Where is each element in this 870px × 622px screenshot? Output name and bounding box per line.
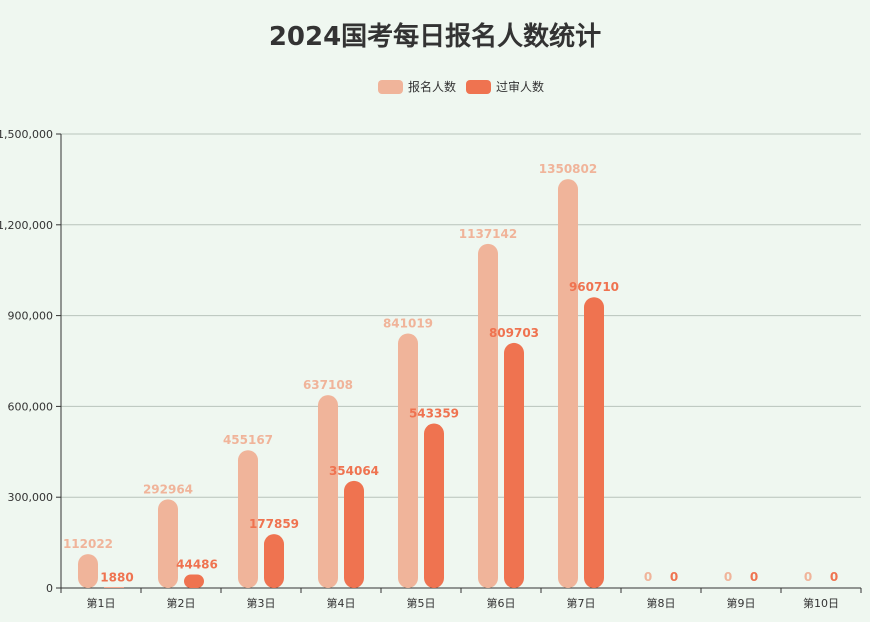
- y-tick-label: 600,000: [8, 400, 54, 413]
- x-tick-label: 第1日: [87, 596, 116, 610]
- data-label: 0: [644, 570, 652, 584]
- y-tick-label: 300,000: [8, 491, 54, 504]
- x-tick-label: 第2日: [167, 596, 196, 610]
- data-label: 809703: [489, 326, 539, 340]
- x-tick-label: 第7日: [567, 596, 596, 610]
- bar: [318, 395, 338, 588]
- data-label: 960710: [569, 280, 619, 294]
- bar: [104, 587, 124, 588]
- bar: [344, 480, 364, 588]
- bar: [584, 297, 604, 588]
- data-label: 177859: [249, 517, 299, 531]
- y-tick-label: 1,500,000: [0, 128, 53, 141]
- data-label: 0: [724, 570, 732, 584]
- bar: [238, 450, 258, 588]
- data-label: 455167: [223, 433, 273, 447]
- legend: 报名人数 过审人数: [378, 78, 554, 95]
- data-label: 292964: [143, 482, 193, 496]
- data-label: 112022: [63, 537, 113, 551]
- data-label: 0: [804, 570, 812, 584]
- data-label: 637108: [303, 378, 353, 392]
- bar: [264, 534, 284, 588]
- y-tick-label: 900,000: [8, 310, 54, 323]
- data-label: 543359: [409, 407, 459, 421]
- chart-title: 2024国考每日报名人数统计: [268, 22, 602, 52]
- x-tick-label: 第10日: [803, 596, 839, 610]
- x-tick-label: 第4日: [327, 596, 356, 610]
- data-label: 0: [670, 570, 678, 584]
- legend-item-registered[interactable]: 报名人数: [378, 78, 456, 95]
- data-label: 354064: [329, 464, 379, 478]
- bar: [504, 342, 524, 588]
- x-tick-label: 第6日: [487, 596, 516, 610]
- bar: [424, 423, 444, 588]
- data-label: 44486: [176, 558, 218, 572]
- x-tick-label: 第9日: [727, 596, 756, 610]
- bar: [398, 333, 418, 588]
- data-label: 0: [830, 570, 838, 584]
- bar: [478, 243, 498, 589]
- data-label: 0: [750, 570, 758, 584]
- bar: [184, 574, 204, 588]
- data-label: 1350802: [539, 162, 597, 176]
- bar: [558, 179, 578, 588]
- bar: [78, 554, 98, 588]
- x-tick-label: 第3日: [247, 596, 276, 610]
- y-tick-label: 1,200,000: [0, 219, 53, 232]
- y-tick-label: 0: [46, 582, 53, 595]
- bar: [158, 499, 178, 588]
- legend-item-approved[interactable]: 过审人数: [466, 78, 544, 95]
- x-tick-label: 第8日: [647, 596, 676, 610]
- data-label: 841019: [383, 316, 433, 330]
- data-label: 1137142: [459, 227, 517, 241]
- x-tick-label: 第5日: [407, 596, 436, 610]
- data-label: 1880: [100, 570, 133, 584]
